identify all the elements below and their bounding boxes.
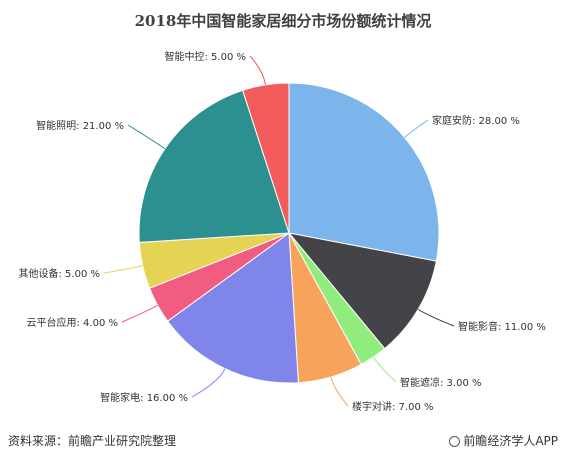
- leader-line-other-devices: [103, 265, 143, 274]
- slice-label-cloud-platform: 云平台应用: 4.00 %: [27, 316, 119, 329]
- slice-label-intercom: 楼宇对讲: 7.00 %: [352, 400, 434, 413]
- brand-name: 前瞻经济学人APP: [463, 434, 558, 448]
- pie-slice-smart-control: [242, 82, 290, 234]
- slice-label-smart-lighting: 智能照明: 21.00 %: [36, 119, 124, 132]
- leader-line-smart-av: [417, 308, 455, 327]
- slice-labels: 家庭安防: 28.00 % 智能影音: 11.00 % 智能遮凉: 3.00 % 楼宇…: [19, 50, 546, 413]
- pie-slices: [138, 82, 440, 384]
- slice-label-home-security: 家庭安防: 28.00 %: [432, 114, 520, 127]
- pie-slice-smart-av: [287, 232, 437, 350]
- slice-label-smart-control: 智能中控: 5.00 %: [165, 50, 247, 63]
- pie-slice-smart-lighting: [138, 89, 290, 243]
- slice-label-smart-appliance: 智能家电: 16.00 %: [100, 391, 188, 404]
- leader-line-intercom: [330, 376, 349, 407]
- leader-line-cloud-platform: [121, 304, 158, 323]
- leader-lines: [103, 55, 455, 407]
- slice-label-smart-shading: 智能遮凉: 3.00 %: [400, 376, 482, 389]
- brand-credit: 前瞻经济学人APP: [449, 432, 558, 449]
- leader-line-smart-shading: [372, 356, 397, 383]
- chart-title: 2018年中国智能家居细分市场份额统计情况: [134, 12, 432, 30]
- leader-line-smart-control: [249, 55, 266, 85]
- brand-logo-icon: [449, 436, 461, 447]
- slice-label-smart-av: 智能影音: 11.00 %: [458, 320, 546, 333]
- leader-line-smart-appliance: [191, 368, 226, 398]
- pie-slice-smart-appliance: [166, 232, 299, 384]
- leader-line-smart-lighting: [127, 124, 166, 150]
- leader-line-home-security: [404, 119, 429, 138]
- source-note: 资料来源：前瞻产业研究院整理: [8, 434, 177, 448]
- slice-label-other-devices: 其他设备: 5.00 %: [19, 267, 101, 280]
- pie-slice-home-security: [288, 82, 440, 262]
